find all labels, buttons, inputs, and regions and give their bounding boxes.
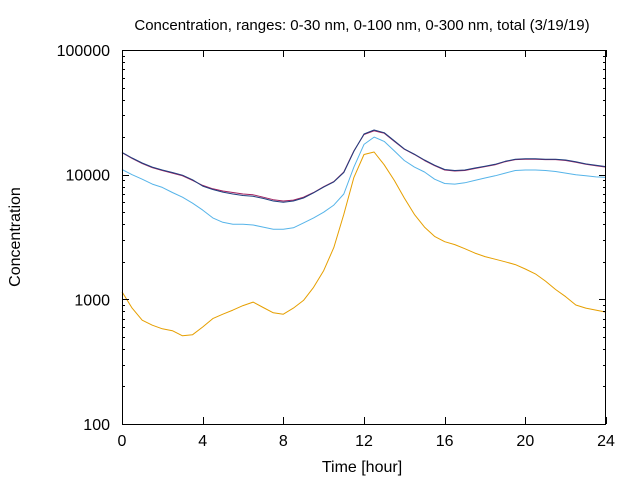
y-tick-label: 100 (83, 417, 110, 434)
series-line-1 (121, 151, 607, 337)
y-tick-label: 10000 (66, 168, 111, 185)
x-tick-label: 16 (436, 433, 454, 450)
series-line-4 (121, 129, 607, 203)
x-tick-label: 20 (516, 433, 534, 450)
ticks-layer: 0 4 8 12 16 20 24 100 1000 10000 100000 (57, 43, 615, 450)
x-axis-label: Time [hour] (322, 459, 402, 476)
chart-title: Concentration, ranges: 0-30 nm, 0-100 nm… (134, 17, 589, 34)
x-tick-label: 12 (355, 433, 373, 450)
y-tick-label: 100000 (57, 43, 110, 60)
y-axis-label: Concentration (7, 187, 24, 287)
y-tick-label: 1000 (74, 292, 110, 309)
x-tick-label: 8 (279, 433, 288, 450)
x-tick-label: 4 (198, 433, 207, 450)
x-tick-label: 0 (118, 433, 127, 450)
series-layer (121, 129, 607, 337)
series-line-3 (121, 130, 607, 202)
x-tick-label: 24 (597, 433, 615, 450)
series-line-2 (121, 136, 607, 230)
plot-frame (122, 50, 606, 425)
